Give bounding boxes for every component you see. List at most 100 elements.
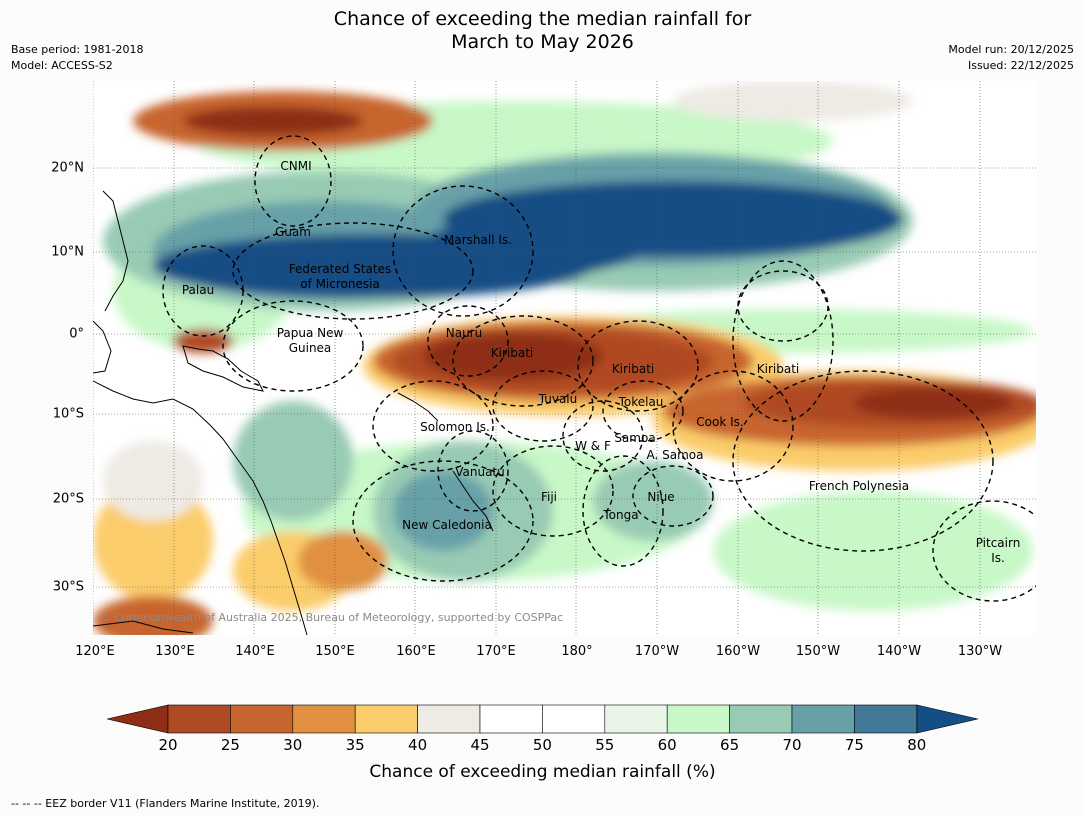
colorbar-tick: 55 (595, 736, 615, 754)
label-kiribati-west: Kiribati (491, 346, 533, 360)
label-kiribati-east: Kiribati (757, 362, 799, 376)
colorbar-tick: 50 (532, 736, 552, 754)
colorbar-tick: 70 (782, 736, 802, 754)
eez-vanuatu (437, 430, 509, 512)
label-samoa: Samoa (614, 431, 655, 445)
australia-coast (93, 380, 308, 635)
label-french-polynesia: French Polynesia (809, 479, 909, 493)
field-orange-tasman (298, 531, 388, 591)
x-tick-130e: 130°E (155, 644, 195, 659)
x-tick-120e: 120°E (75, 644, 115, 659)
borneo-coast (93, 320, 112, 374)
colorbar-cell (791, 704, 855, 734)
x-tick-170e: 170°E (476, 644, 516, 659)
philippines-coast (102, 190, 129, 312)
label-cnmi: CNMI (280, 159, 311, 173)
copyright-notice: © Commonwealth of Australia 2025, Bureau… (100, 611, 563, 624)
label-png-1: Papua New (277, 326, 344, 340)
field-darkteal-south (393, 471, 493, 551)
eez-kiribati-line (737, 270, 829, 342)
label-tonga: Tonga (602, 508, 638, 522)
field-darkred-east (853, 387, 1013, 419)
field-beige-southwest (103, 441, 203, 521)
y-tick-0: 0° (69, 326, 84, 342)
colorbar-cells (167, 704, 918, 734)
rainfall-map: CNMI Guam Marshall Is. Federated States … (93, 81, 1036, 635)
eez-footnote: -- -- -- EEZ border V11 (Flanders Marine… (11, 797, 320, 810)
field-teal-coral (233, 401, 353, 521)
colorbar-tick: 20 (158, 736, 178, 754)
model-name: Model: ACCESS-S2 (11, 59, 113, 72)
eez-french-polynesia (732, 370, 994, 552)
title-line-2: March to May 2026 (451, 31, 634, 53)
eez-kiribati-east (732, 260, 834, 422)
eez-solomon (372, 380, 494, 472)
colorbar (107, 704, 979, 734)
colorbar-cell (354, 704, 418, 734)
map-title: Chance of exceeding the median rainfall … (0, 8, 1085, 54)
tasmania-coast (93, 620, 194, 634)
colorbar-cell (666, 704, 730, 734)
label-fsm-2: of Micronesia (300, 277, 380, 291)
colorbar-cell (230, 704, 294, 734)
meta-right: Model run: 20/12/2025 Issued: 22/12/2025 (948, 42, 1074, 74)
x-tick-140w: 140°W (876, 644, 922, 659)
colorbar-cell (479, 704, 543, 734)
x-tick-170w: 170°W (634, 644, 680, 659)
meta-left: Base period: 1981-2018 Model: ACCESS-S2 (11, 42, 143, 74)
x-tick-180: 180° (561, 644, 593, 659)
label-pitcairn-2: Is. (991, 551, 1005, 565)
label-marshall: Marshall Is. (444, 233, 512, 247)
y-tick-20s: 20°S (52, 491, 84, 507)
eez-wallis-futuna (562, 400, 644, 472)
colorbar-tick: 30 (283, 736, 303, 754)
field-orange-south (93, 596, 213, 635)
x-tick-130w: 130°W (957, 644, 1003, 659)
colorbar-cell (729, 704, 793, 734)
eez-niue (632, 465, 714, 527)
eez-pitcairn (932, 500, 1036, 602)
colorbar-tick: 80 (907, 736, 927, 754)
label-png-2: Guinea (289, 341, 332, 355)
eez-png (222, 300, 364, 392)
eez-fsm (232, 222, 474, 320)
solomon-coast (397, 392, 439, 422)
y-tick-30s: 30°S (52, 579, 84, 595)
y-tick-10s: 10°S (52, 406, 84, 422)
colorbar-cell (292, 704, 356, 734)
label-nauru: Nauru (446, 326, 482, 340)
field-teal-fiji (593, 461, 713, 541)
y-tick-20n: 20°N (51, 160, 84, 176)
x-tick-150w: 150°W (795, 644, 841, 659)
eez-nauru (427, 305, 509, 377)
label-new-caledonia: New Caledonia (402, 518, 492, 532)
new-guinea-coast (182, 345, 264, 392)
label-pitcairn-1: Pitcairn (976, 536, 1021, 550)
colorbar-tick: 35 (345, 736, 365, 754)
colorbar-cell (542, 704, 606, 734)
eez-tuvalu (492, 370, 594, 442)
colorbar-tick: 60 (657, 736, 677, 754)
graticule (93, 81, 1036, 635)
label-solomon: Solomon Is. (420, 420, 490, 434)
region-labels: CNMI Guam Marshall Is. Federated States … (182, 159, 1020, 565)
eez-cook (672, 370, 794, 482)
label-palau: Palau (182, 283, 214, 297)
field-darkred-core (423, 332, 603, 380)
colorbar-arrow-low (107, 704, 169, 734)
label-tokelau: Tokelau (618, 395, 664, 409)
eez-cnmi (254, 135, 332, 227)
eez-kiribati-central (577, 320, 699, 412)
colorbar-arrow-high (916, 704, 979, 734)
eez-fiji (492, 445, 614, 537)
colorbar-tick: 40 (408, 736, 428, 754)
label-american-samoa: A. Samoa (647, 448, 704, 462)
label-kiribati-central: Kiribati (612, 362, 654, 376)
colorbar-title: Chance of exceeding median rainfall (%) (369, 762, 716, 782)
label-niue: Niue (647, 490, 674, 504)
label-vanuatu: Vanuatu (455, 465, 505, 479)
label-fiji: Fiji (541, 490, 557, 504)
colorbar-tick: 75 (844, 736, 864, 754)
eez-marshall (392, 185, 534, 317)
rainfall-field (93, 81, 1036, 635)
